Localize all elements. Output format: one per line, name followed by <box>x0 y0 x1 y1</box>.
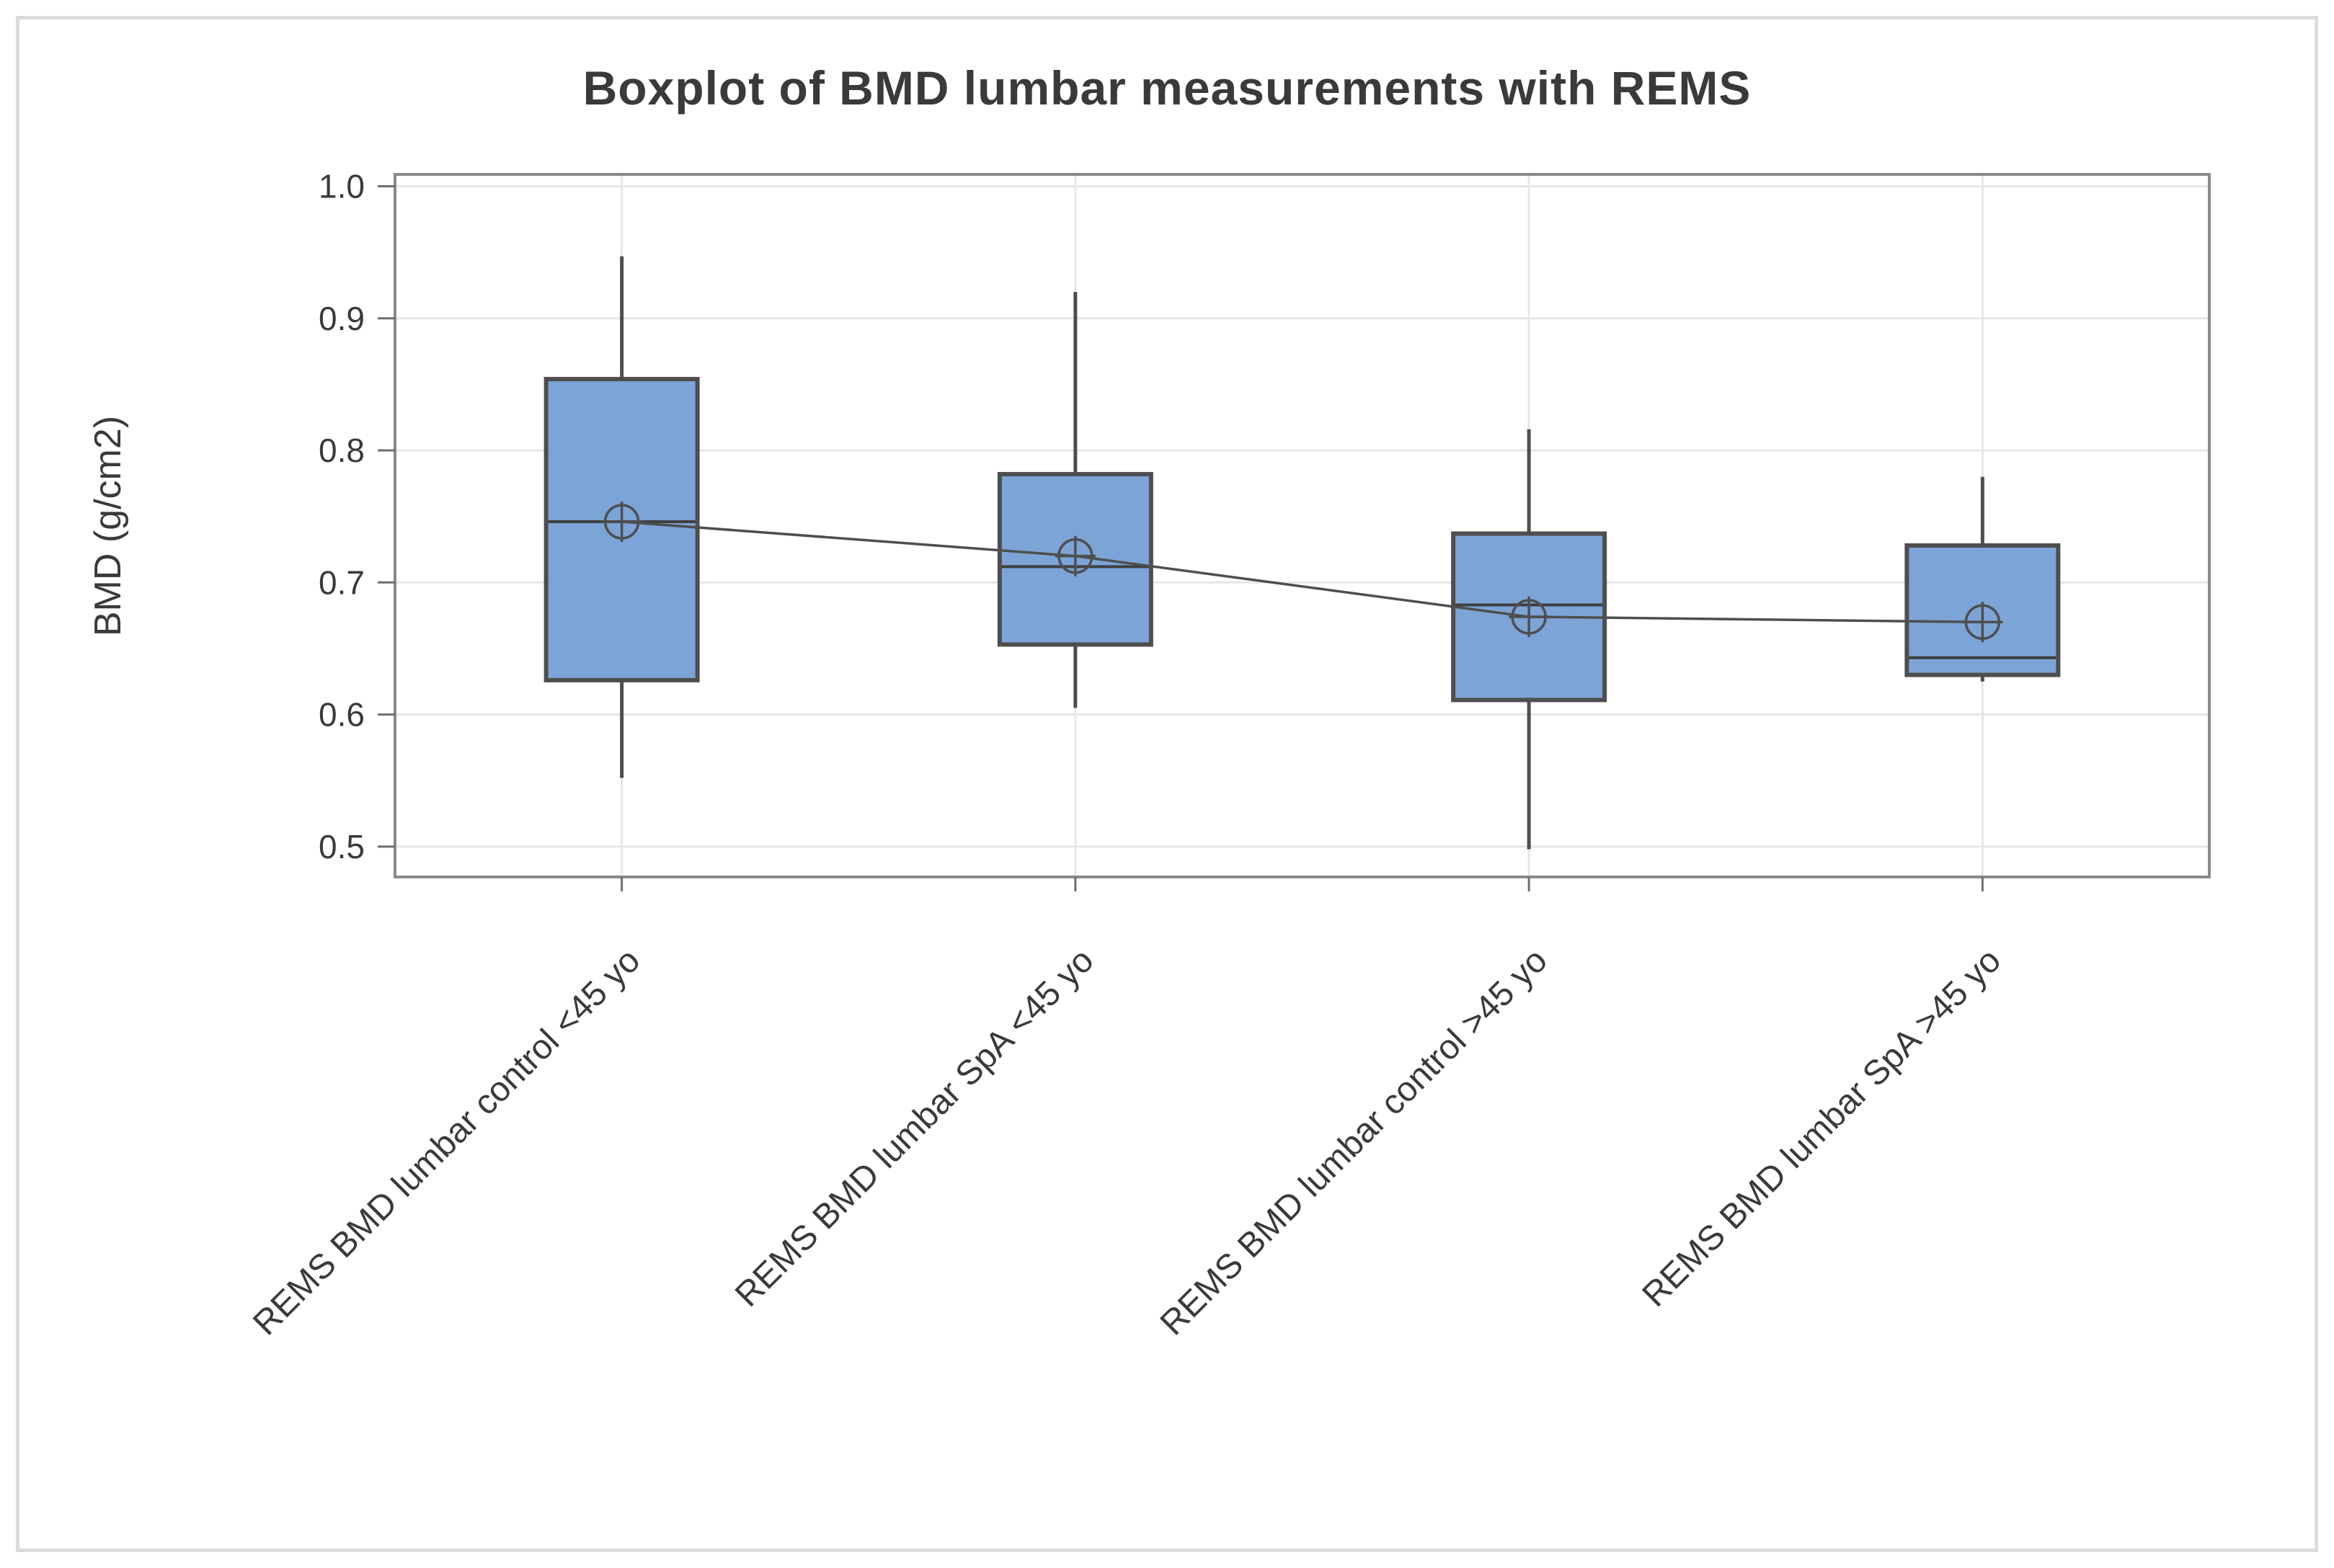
x-category-label: REMS BMD lumbar SpA <45 yo <box>728 941 1101 1314</box>
y-tick-label: 1.0 <box>319 167 365 205</box>
mean-connector-line <box>621 520 1983 624</box>
x-category-label: REMS BMD lumbar control <45 yo <box>246 941 647 1342</box>
y-tick-label: 0.7 <box>319 564 365 601</box>
chart-title: Boxplot of BMD lumbar measurements with … <box>582 61 1752 115</box>
x-category-label: REMS BMD lumbar SpA >45 yo <box>1636 941 2009 1314</box>
y-tick-label: 0.8 <box>319 432 365 469</box>
x-category-label: REMS BMD lumbar control >45 yo <box>1153 941 1555 1342</box>
y-tick-label: 0.9 <box>319 300 365 337</box>
y-tick-label: 0.6 <box>319 696 365 734</box>
plot-border <box>394 173 2211 878</box>
y-tick-label: 0.5 <box>319 828 365 865</box>
